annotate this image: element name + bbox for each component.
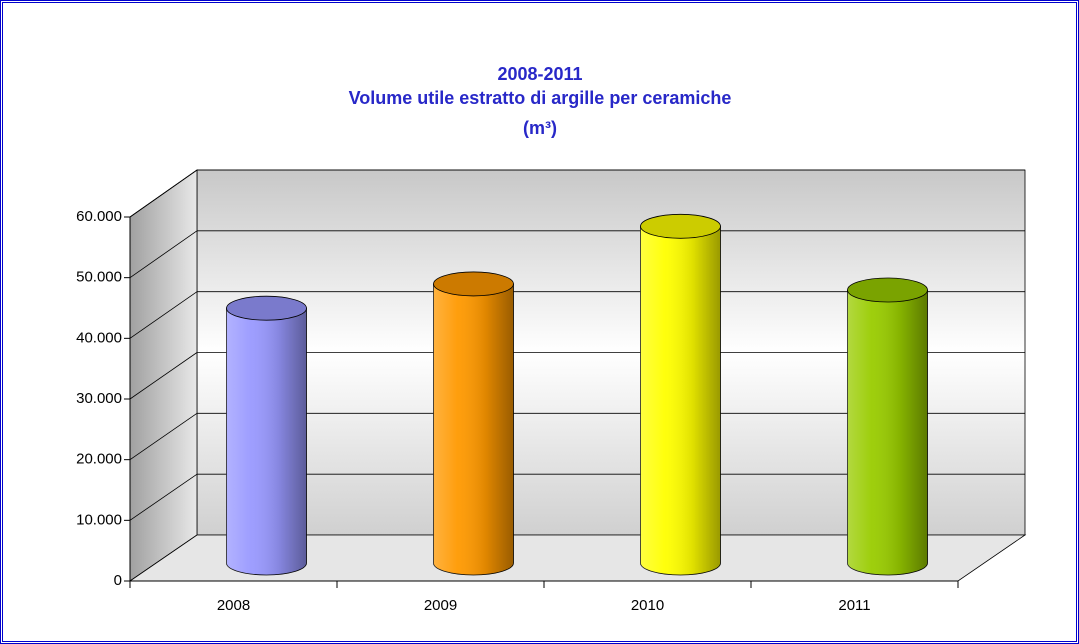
grid-line — [129, 291, 198, 339]
x-tick-label: 2009 — [424, 597, 457, 614]
y-tick-label: 30.000 — [76, 390, 122, 407]
bar-top — [640, 213, 721, 239]
bar-top — [847, 277, 928, 303]
bar-shade — [640, 226, 721, 576]
x-tick-label: 2011 — [838, 597, 870, 614]
bar-shade — [847, 290, 928, 575]
grid-line — [129, 230, 198, 278]
bar-top — [433, 271, 514, 297]
chart: 2008-2011 Volume utile estratto di argil… — [76, 64, 1027, 614]
grid-line — [129, 473, 198, 521]
y-tick-label: 50.000 — [76, 269, 122, 286]
x-tick-label: 2008 — [217, 597, 250, 614]
grid-line — [129, 352, 198, 400]
grid-line — [129, 413, 198, 460]
y-tick-label: 0 — [114, 572, 122, 589]
y-tick-label: 40.000 — [76, 329, 122, 346]
y-tick-label: 20.000 — [76, 451, 122, 468]
chart-title: Volume utile estratto di argille per cer… — [349, 88, 732, 108]
x-tick-label: 2010 — [631, 597, 664, 614]
bar-top — [226, 295, 307, 321]
chart-title: 2008-2011 — [497, 64, 582, 84]
chart-title: (m³) — [523, 118, 557, 138]
y-tick-label: 10.000 — [76, 511, 122, 528]
bar-shade — [433, 283, 514, 575]
grid-line — [129, 169, 198, 218]
y-tick-label: 60.000 — [76, 208, 122, 225]
bar-shade — [226, 308, 307, 575]
